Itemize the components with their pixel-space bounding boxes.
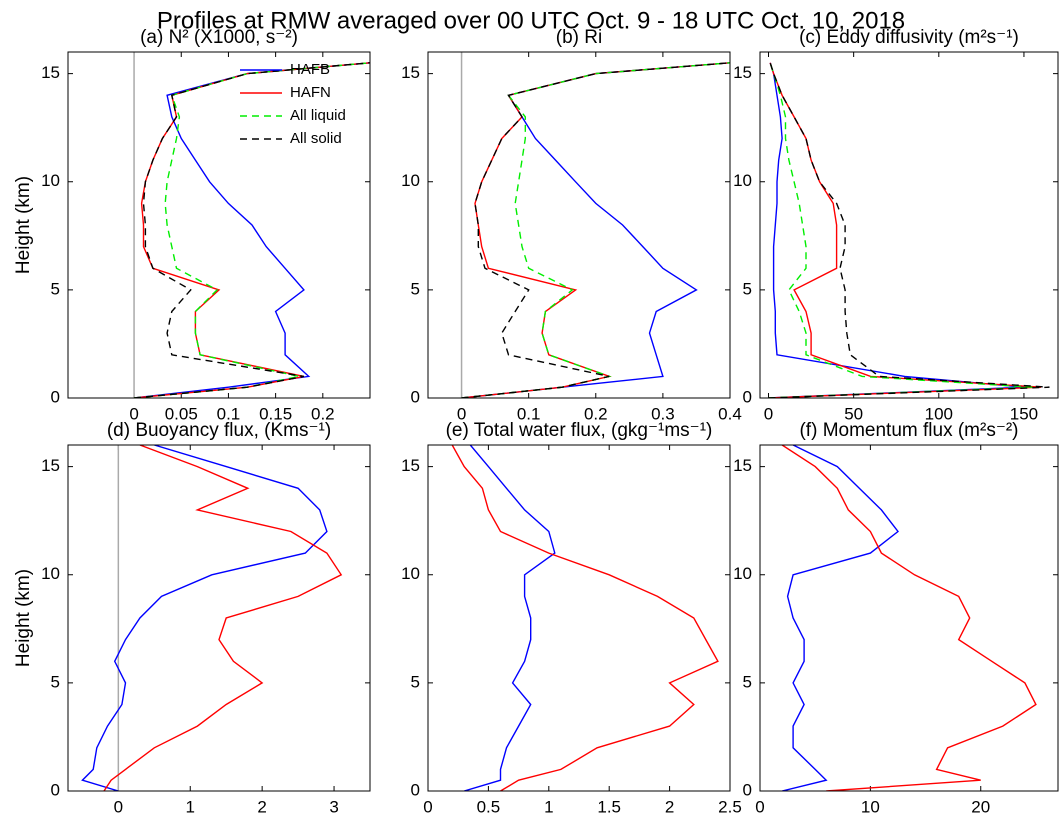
- x-tick-label: 0.4: [718, 404, 742, 423]
- x-tick-label: 0: [755, 797, 764, 816]
- profile-line: [134, 62, 370, 398]
- panel-title: (b) Ri: [556, 27, 602, 48]
- x-tick-label: 0.15: [259, 404, 292, 423]
- x-tick-label: 150: [1010, 404, 1038, 423]
- profile-line: [464, 445, 556, 791]
- plot-frame: [427, 444, 731, 792]
- plot-area: [68, 52, 370, 398]
- x-tick-label: 0.2: [311, 404, 335, 423]
- plot-frame: [427, 51, 731, 399]
- x-tick-label: 100: [925, 404, 953, 423]
- x-tick-label: 10: [861, 797, 880, 816]
- y-axis-label: Height (km): [13, 569, 34, 667]
- profile-line: [781, 445, 899, 791]
- y-tick-label: 15: [401, 456, 420, 475]
- legend-label: All liquid: [290, 107, 346, 124]
- x-tick-label: 0.3: [651, 404, 675, 423]
- x-tick-label: 2: [257, 797, 266, 816]
- x-tick-label: 2.5: [718, 797, 742, 816]
- x-tick-label: 1: [544, 797, 553, 816]
- x-tick-label: 1.5: [597, 797, 621, 816]
- y-tick-label: 5: [743, 672, 752, 691]
- figure-title: Profiles at RMW averaged over 00 UTC Oct…: [157, 7, 905, 34]
- x-tick-label: 0.1: [217, 404, 241, 423]
- profile-line: [103, 445, 343, 791]
- panel-title: (c) Eddy diffusivity (m²s⁻¹): [799, 27, 1019, 48]
- x-tick-label: 0: [764, 404, 773, 423]
- y-tick-label: 0: [51, 780, 60, 799]
- y-tick-label: 0: [51, 387, 60, 406]
- y-tick-label: 0: [411, 780, 420, 799]
- profile-line: [768, 62, 1024, 398]
- x-tick-label: 1: [186, 797, 195, 816]
- x-tick-label: 0.5: [477, 797, 501, 816]
- y-tick-label: 10: [41, 171, 60, 190]
- plot-frame: [67, 444, 371, 792]
- profile-line: [134, 62, 370, 398]
- y-tick-label: 10: [733, 171, 752, 190]
- x-tick-label: 0.1: [517, 404, 541, 423]
- x-tick-label: 20: [971, 797, 990, 816]
- y-tick-label: 0: [743, 387, 752, 406]
- y-tick-label: 15: [733, 456, 752, 475]
- profile-line: [134, 62, 370, 398]
- x-tick-label: 0: [114, 797, 123, 816]
- panel-title: (e) Total water flux, (gkg⁻¹ms⁻¹): [446, 420, 713, 441]
- plot-frame: [759, 51, 1059, 399]
- profile-line: [134, 62, 370, 398]
- y-tick-label: 5: [411, 279, 420, 298]
- x-tick-label: 0.2: [584, 404, 608, 423]
- panel-title: (d) Buoyancy flux, (Kms⁻¹): [107, 420, 331, 441]
- legend-label: All solid: [290, 130, 342, 147]
- x-tick-label: 50: [844, 404, 863, 423]
- panel-title: (a) N² (X1000, s⁻²): [140, 27, 298, 48]
- plot-area: [68, 445, 370, 791]
- y-tick-label: 0: [411, 387, 420, 406]
- y-tick-label: 5: [743, 279, 752, 298]
- plot-frame: [67, 51, 371, 399]
- plot-frame: [759, 444, 1059, 792]
- y-tick-label: 10: [401, 171, 420, 190]
- y-tick-label: 5: [51, 672, 60, 691]
- panel-title: (f) Momentum flux (m²s⁻²): [799, 420, 1018, 441]
- x-tick-label: 0: [457, 404, 466, 423]
- legend-label: HAFN: [290, 84, 331, 101]
- profile-line: [461, 62, 730, 398]
- profile-line: [768, 62, 1033, 398]
- profile-line: [81, 445, 328, 791]
- x-tick-label: 0.05: [165, 404, 198, 423]
- y-tick-label: 0: [743, 780, 752, 799]
- x-tick-label: 0: [129, 404, 138, 423]
- profile-line: [781, 445, 1037, 791]
- y-tick-label: 15: [401, 63, 420, 82]
- y-tick-label: 5: [51, 279, 60, 298]
- plot-area: [760, 52, 1058, 398]
- y-tick-label: 10: [733, 564, 752, 583]
- y-tick-label: 15: [733, 63, 752, 82]
- legend-label: HAFB: [290, 61, 330, 78]
- y-tick-label: 10: [401, 564, 420, 583]
- x-tick-label: 0: [423, 797, 432, 816]
- x-tick-label: 3: [329, 797, 338, 816]
- y-tick-label: 10: [41, 564, 60, 583]
- y-axis-label: Height (km): [13, 176, 34, 274]
- plot-area: [428, 445, 730, 791]
- plot-area: [760, 445, 1058, 791]
- plot-area: [428, 52, 730, 398]
- y-tick-label: 15: [41, 456, 60, 475]
- profile-line: [768, 62, 1050, 398]
- profile-line: [461, 62, 730, 398]
- y-tick-label: 15: [41, 63, 60, 82]
- y-tick-label: 5: [411, 672, 420, 691]
- x-tick-label: 2: [665, 797, 674, 816]
- profile-line: [451, 445, 719, 791]
